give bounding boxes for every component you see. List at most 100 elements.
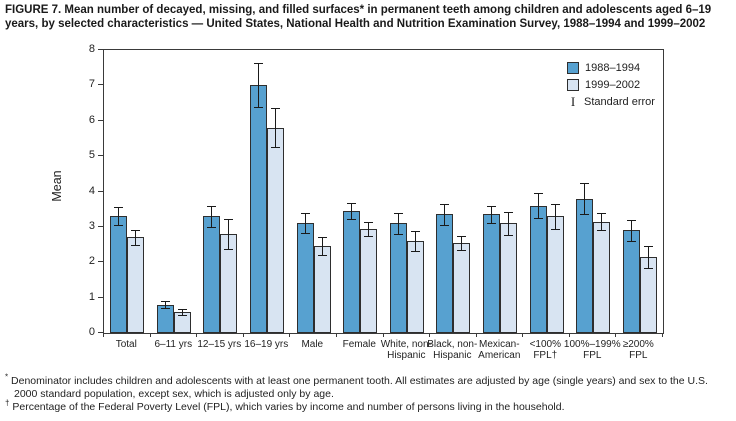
error-bar-cap (161, 301, 170, 302)
error-bar-cap (318, 237, 327, 238)
error-bar-cap (597, 230, 606, 231)
error-bar-cap (114, 225, 123, 226)
legend-label: 1999–2002 (585, 78, 641, 91)
bar-1999–2002-5 (360, 229, 377, 333)
legend-swatch-icon (567, 78, 579, 91)
error-bar-1988–1994-7 (444, 204, 445, 225)
error-bar-icon: I (570, 94, 576, 109)
x-axis-tick (150, 333, 151, 337)
x-axis-tick (243, 333, 244, 337)
error-bar-cap (178, 315, 187, 316)
x-axis-tick (615, 333, 616, 337)
bar-1988–1994-6 (390, 223, 407, 333)
error-bar-cap (580, 183, 589, 184)
error-bar-cap (440, 225, 449, 226)
error-bar-cap (627, 220, 636, 221)
error-bar-cap (627, 241, 636, 242)
y-axis-tick-label: 5 (88, 149, 95, 162)
error-bar-cap (254, 107, 263, 108)
y-axis-tick-label: 7 (88, 78, 95, 91)
error-bar-1999–2002-11 (648, 246, 649, 268)
bar-1999–2002-0 (127, 237, 144, 333)
error-bar-cap (254, 63, 263, 64)
bar-chart: Mean 0 1 2 3 4 5 6 7 8 1988–1994 1999–2002 I Standa… (0, 43, 736, 370)
y-axis-tick (98, 225, 103, 227)
error-bar-1999–2002-1 (182, 309, 183, 315)
y-axis-tick-label: 4 (88, 184, 95, 197)
bar-1999–2002-4 (314, 246, 331, 333)
y-axis-tick-label: 1 (88, 290, 95, 303)
error-bar-1988–1994-6 (398, 213, 399, 234)
error-bar-1988–1994-10 (584, 183, 585, 214)
bar-1988–1994-11 (623, 230, 640, 333)
bar-1988–1994-0 (110, 216, 127, 333)
bar-1999–2002-7 (453, 243, 470, 333)
error-bar-cap (580, 214, 589, 215)
error-bar-1999–2002-2 (228, 219, 229, 249)
category-label-6: White, non- Hispanic (380, 339, 432, 361)
error-bar-1988–1994-8 (491, 206, 492, 223)
legend-swatch-icon (567, 61, 579, 74)
error-bar-1999–2002-9 (555, 204, 556, 229)
x-axis-tick (429, 333, 430, 337)
bar-1988–1994-2 (203, 216, 220, 333)
category-label-11: ≥200% FPL (622, 339, 654, 361)
error-bar-1999–2002-10 (601, 213, 602, 230)
error-bar-cap (534, 218, 543, 219)
footnote-marker: * (5, 372, 9, 382)
error-bar-cap (551, 229, 560, 230)
error-bar-cap (487, 223, 496, 224)
x-axis-tick (569, 333, 570, 337)
error-bar-cap (411, 231, 420, 232)
error-bar-1988–1994-1 (165, 301, 166, 308)
error-bar-cap (271, 108, 280, 109)
error-bar-1988–1994-4 (305, 213, 306, 233)
y-axis-tick-label: 3 (88, 219, 95, 232)
bar-1999–2002-9 (547, 216, 564, 333)
error-bar-cap (440, 204, 449, 205)
error-bar-cap (131, 230, 140, 231)
error-bar-1988–1994-11 (631, 220, 632, 241)
x-axis-tick (103, 333, 104, 337)
error-bar-1988–1994-0 (118, 207, 119, 225)
error-bar-1999–2002-0 (135, 230, 136, 245)
error-bar-cap (347, 219, 356, 220)
y-axis-tick (98, 261, 103, 263)
category-label-2: 12–15 yrs (197, 339, 242, 350)
figure-title: FIGURE 7. Mean number of decayed, missin… (5, 4, 712, 30)
x-axis-tick (196, 333, 197, 337)
x-axis-tick (662, 333, 663, 337)
error-bar-cap (347, 203, 356, 204)
x-axis-tick (336, 333, 337, 337)
bar-1999–2002-10 (593, 222, 610, 333)
y-axis-tick-label: 0 (88, 326, 95, 338)
x-axis-tick (522, 333, 523, 337)
category-label-8: Mexican- American (478, 339, 521, 361)
error-bar-cap (364, 222, 373, 223)
error-bar-cap (504, 235, 513, 236)
error-bar-cap (207, 206, 216, 207)
bar-1999–2002-3 (267, 128, 284, 333)
category-label-3: 16–19 yrs (244, 339, 289, 350)
error-bar-cap (534, 193, 543, 194)
y-axis-tick (98, 119, 103, 121)
error-bar-cap (161, 308, 170, 309)
legend-label: 1988–1994 (585, 61, 641, 74)
error-bar-cap (457, 236, 466, 237)
error-bar-1999–2002-3 (275, 108, 276, 147)
error-bar-cap (114, 207, 123, 208)
legend-item-0: 1988–1994 (567, 59, 655, 76)
error-bar-cap (364, 236, 373, 237)
error-bar-cap (487, 206, 496, 207)
error-bar-cap (271, 147, 280, 148)
y-axis-tick (98, 190, 103, 192)
bar-1988–1994-9 (530, 206, 547, 333)
bar-1988–1994-1 (157, 305, 174, 333)
legend-label: Standard error (584, 95, 655, 108)
footnotes: * Denominator includes children and adol… (5, 372, 733, 414)
legend-item-1: 1999–2002 (567, 76, 655, 93)
error-bar-1988–1994-9 (538, 193, 539, 218)
category-label-4: Male (301, 339, 324, 350)
footnote-marker: † (5, 398, 10, 408)
